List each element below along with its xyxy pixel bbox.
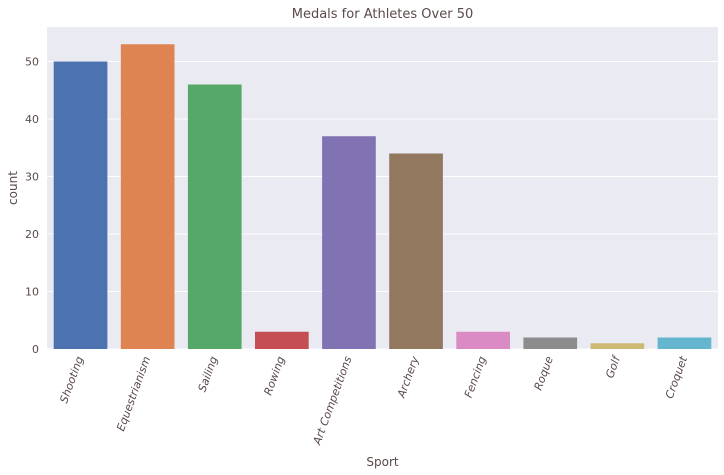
x-tick-labels: Shooting Equestrianism Sailing Rowing Art Co… [57,353,690,448]
bar-croquet [657,337,712,349]
y-tick-label: 50 [25,56,39,69]
x-tick-label: Golf [603,353,624,380]
y-tick-labels: 0 10 20 30 40 50 [25,56,39,357]
y-tick-label: 0 [32,343,39,356]
chart-title: Medals for Athletes Over 50 [292,7,474,22]
y-tick-label: 10 [25,286,39,299]
x-tick-label: Equestrianism [114,355,153,433]
x-tick-label: Sailing [196,355,221,394]
y-tick-label: 20 [25,228,39,241]
bar-archery [389,153,443,349]
bar-fencing [456,331,510,349]
x-axis-label: Sport [366,455,399,469]
x-tick-label: Art Competitions [310,354,354,447]
bar-rowing [255,331,309,349]
x-tick-label: Archery [394,354,421,400]
x-tick-label: Croquet [663,354,690,400]
x-tick-label: Rowing [261,355,287,397]
y-tick-label: 40 [25,113,39,126]
bar-sailing [187,84,242,349]
x-tick-label: Shooting [57,355,86,405]
bar-roque [523,337,578,349]
bar-art-competitions [322,136,376,349]
x-tick-label: Fencing [462,355,489,400]
x-tick-label: Roque [532,354,556,392]
bars [53,44,712,349]
bar-equestrianism [120,44,175,349]
y-axis-label: count [6,171,20,205]
bar-shooting [53,61,108,349]
y-tick-label: 30 [25,171,39,184]
bar-golf [590,343,645,349]
